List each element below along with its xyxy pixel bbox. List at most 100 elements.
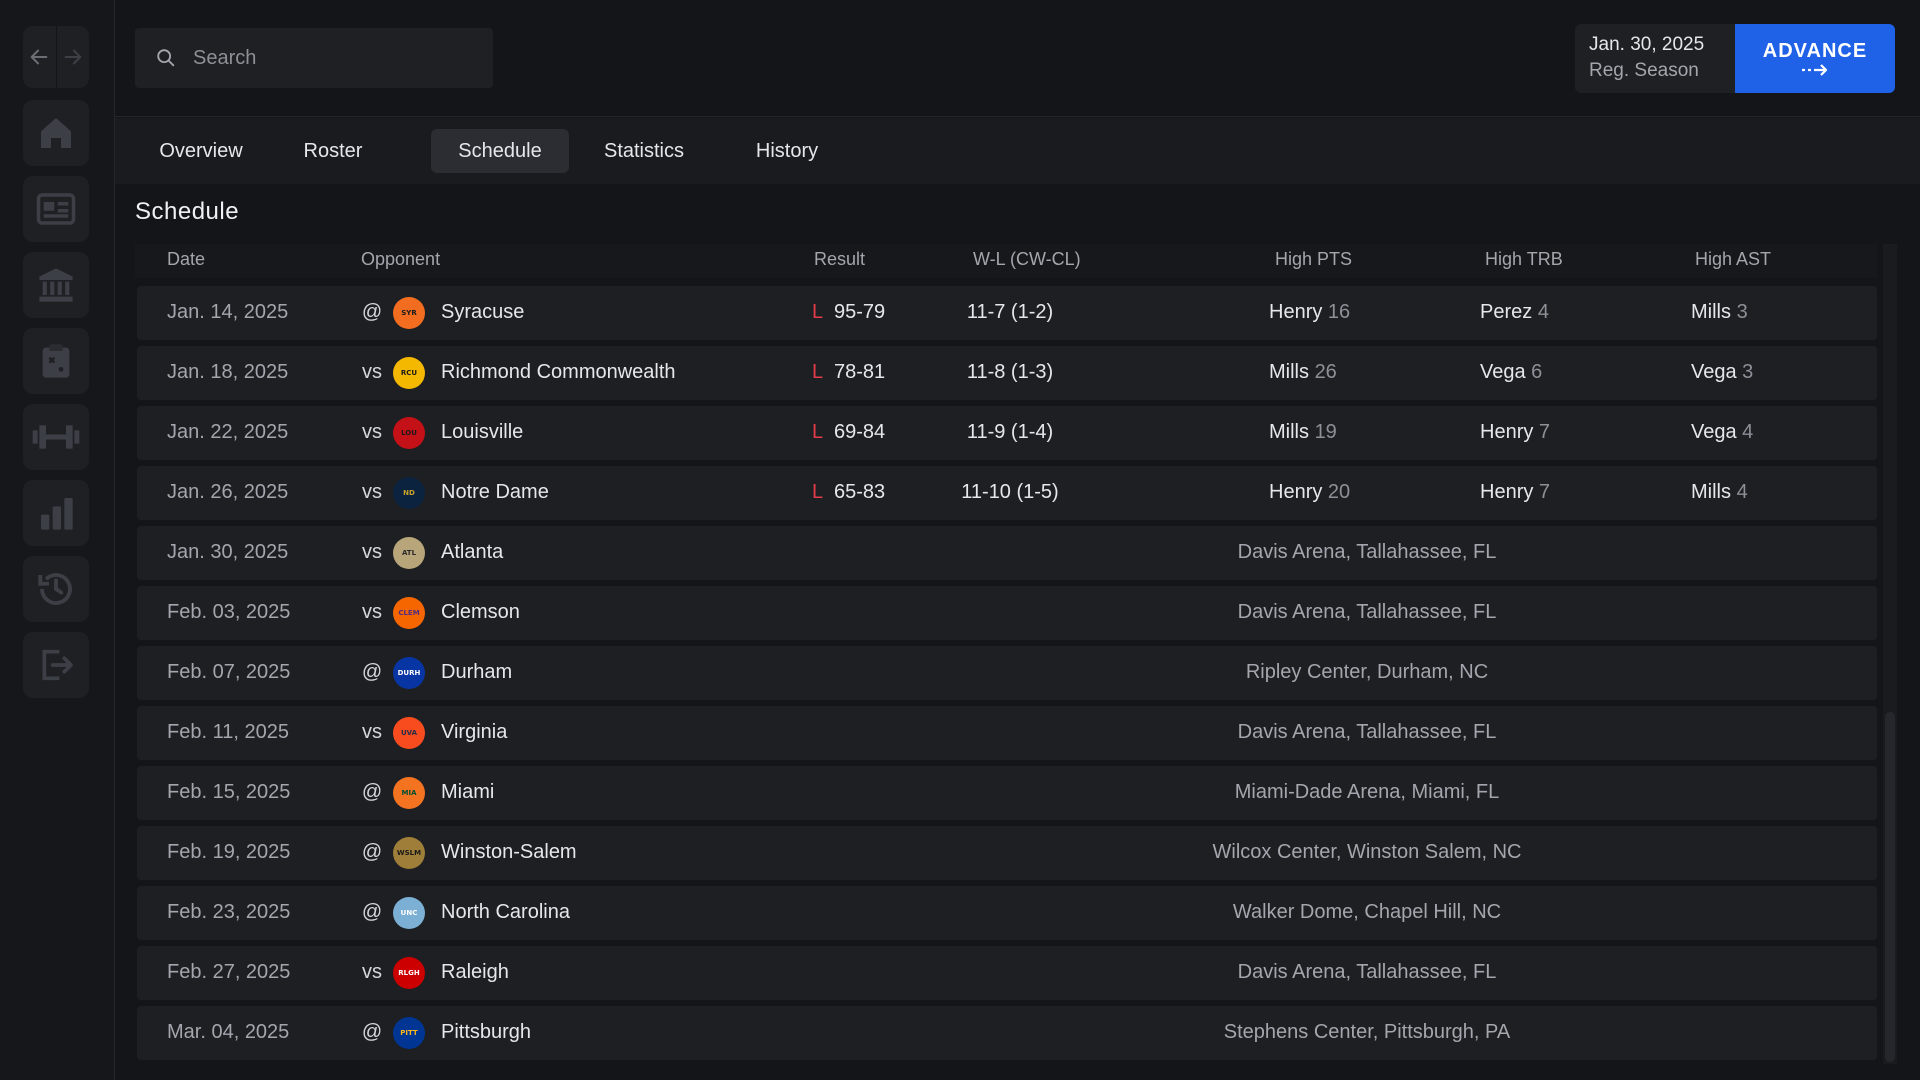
news-icon [36, 193, 76, 225]
opponent-name[interactable]: Richmond Commonwealth [441, 361, 676, 383]
sidebar-item-news[interactable] [23, 176, 89, 242]
schedule-row[interactable]: Feb. 27, 2025 vs RLGH Raleigh Davis Arena, T… [137, 946, 1877, 1000]
section-title: Schedule [135, 198, 240, 225]
game-date: Jan. 14, 2025 [167, 301, 289, 323]
col-high-trb[interactable]: High TRB [1485, 249, 1563, 269]
high-ast-value: 3 [1736, 301, 1748, 323]
game-date: Feb. 23, 2025 [167, 901, 291, 923]
sidebar-item-institution[interactable] [23, 252, 89, 318]
opponent-name[interactable]: North Carolina [441, 901, 570, 923]
col-high-ast[interactable]: High AST [1695, 249, 1772, 269]
sidebar-item-training[interactable] [23, 404, 89, 470]
high-trb-value: 6 [1531, 361, 1543, 383]
schedule-row[interactable]: Feb. 19, 2025 @ WSLM Winston-Salem Wilcox Ce… [137, 826, 1877, 880]
col-opponent[interactable]: Opponent [361, 249, 441, 269]
opponent-name[interactable]: Clemson [441, 601, 520, 623]
team-logo: CLEM [393, 597, 425, 629]
tab-statistics[interactable]: Statistics [603, 139, 685, 162]
schedule-row[interactable]: Feb. 11, 2025 vs UVA Virginia Davis Arena, T… [137, 706, 1877, 760]
team-logo: ATL [393, 537, 425, 569]
high-ast-value: 3 [1742, 361, 1754, 383]
tab-schedule[interactable]: Schedule [431, 129, 569, 173]
top-bar: Jan. 30, 2025 Reg. Season ADVANCE [115, 0, 1920, 117]
sidebar-item-home[interactable] [23, 100, 89, 166]
search-input[interactable] [193, 46, 473, 70]
high-trb-player[interactable]: Vega 6 [1480, 361, 1543, 383]
opponent-name[interactable]: Atlanta [441, 541, 504, 563]
high-pts-value: 20 [1327, 481, 1351, 503]
high-ast-player[interactable]: Mills 3 [1691, 301, 1748, 323]
schedule-row[interactable]: Feb. 03, 2025 vs CLEM Clemson Davis Arena, T… [137, 586, 1877, 640]
arrow-left-icon [30, 49, 48, 65]
scrollbar-thumb[interactable] [1885, 712, 1895, 1062]
high-trb-value: 7 [1538, 481, 1551, 503]
high-ast-player[interactable]: Mills 4 [1691, 481, 1748, 503]
opponent-name[interactable]: Virginia [441, 721, 508, 743]
scrollbar[interactable] [1883, 244, 1897, 1064]
opponent-name[interactable]: Miami [441, 781, 495, 803]
opponent-name[interactable]: Pittsburgh [441, 1021, 532, 1043]
high-ast-player[interactable]: Vega 3 [1691, 361, 1754, 383]
sidebar-item-stats[interactable] [23, 480, 89, 546]
col-date[interactable]: Date [167, 249, 206, 269]
result-indicator: L [812, 301, 824, 323]
current-date: Jan. 30, 2025 [1589, 34, 1705, 55]
result-score[interactable]: 65-83 [834, 481, 886, 503]
search-box[interactable] [135, 28, 493, 88]
schedule-row[interactable]: Feb. 07, 2025 @ DURH Durham Ripley Center, D… [137, 646, 1877, 700]
schedule-row[interactable]: Mar. 04, 2025 @ PITT Pittsburgh Stephens Cen… [137, 1006, 1877, 1060]
schedule-row[interactable]: Jan. 26, 2025 vs ND Notre Dame L 65-83 11-10 (… [137, 466, 1877, 520]
high-pts-player[interactable]: Henry 16 [1269, 301, 1351, 323]
col-result[interactable]: Result [814, 249, 866, 269]
team-logo: WSLM [393, 837, 425, 869]
opponent-name[interactable]: Winston-Salem [441, 841, 577, 863]
advance-label: ADVANCE [1762, 40, 1868, 62]
high-pts-player[interactable]: Mills 26 [1269, 361, 1337, 383]
col-high-pts[interactable]: High PTS [1275, 249, 1353, 269]
game-date: Jan. 18, 2025 [167, 361, 289, 383]
high-pts-player[interactable]: Henry 20 [1269, 481, 1351, 503]
opponent-name[interactable]: Syracuse [441, 301, 525, 323]
home-away-indicator: vs [362, 961, 382, 983]
forward-button[interactable] [57, 26, 90, 88]
result-score[interactable]: 78-81 [834, 361, 886, 383]
result-indicator: L [812, 421, 824, 443]
schedule-row[interactable]: Jan. 30, 2025 vs ATL Atlanta Davis Arena, Ta… [137, 526, 1877, 580]
high-pts-player[interactable]: Mills 19 [1269, 421, 1337, 443]
schedule-row[interactable]: Jan. 18, 2025 vs RCU Richmond Commonwealth L… [137, 346, 1877, 400]
bar-chart-icon [41, 498, 73, 530]
tab-overview[interactable]: Overview [159, 139, 243, 162]
team-logo: SYR [393, 297, 425, 329]
high-trb-player[interactable]: Henry 7 [1480, 421, 1551, 443]
sidebar-item-history[interactable] [23, 556, 89, 622]
schedule-row[interactable]: Feb. 15, 2025 @ MIA Miami Miami-Dade Arena, … [137, 766, 1877, 820]
opponent-name[interactable]: Durham [441, 661, 513, 683]
exit-icon [42, 649, 73, 681]
team-record: 11-8 (1-3) [966, 361, 1054, 383]
game-date: Feb. 03, 2025 [167, 601, 291, 623]
result-score[interactable]: 69-84 [834, 421, 886, 443]
team-logo: RLGH [393, 957, 425, 989]
opponent-name[interactable]: Raleigh [441, 961, 509, 983]
opponent-name[interactable]: Notre Dame [441, 481, 549, 503]
game-date: Feb. 27, 2025 [167, 961, 291, 983]
result-score[interactable]: 95-79 [834, 301, 886, 323]
high-ast-player[interactable]: Vega 4 [1691, 421, 1754, 443]
team-record: 11-9 (1-4) [966, 421, 1054, 443]
schedule-row[interactable]: Feb. 23, 2025 @ UNC North Carolina Walker Do… [137, 886, 1877, 940]
high-trb-player[interactable]: Henry 7 [1480, 481, 1551, 503]
game-venue: Davis Arena, Tallahassee, FL [1237, 541, 1497, 563]
high-trb-player[interactable]: Perez 4 [1480, 301, 1549, 323]
col-wl[interactable]: W-L (CW-CL) [973, 249, 1081, 269]
tab-history[interactable]: History [755, 139, 819, 162]
sidebar-item-exit[interactable] [23, 632, 89, 698]
sidebar-item-tactics[interactable] [23, 328, 89, 394]
opponent-name[interactable]: Louisville [441, 421, 524, 443]
schedule-row[interactable]: Jan. 22, 2025 vs LOU Louisville L 69-84 11-9 (… [137, 406, 1877, 460]
schedule-row[interactable]: Jan. 14, 2025 @ SYR Syracuse L 95-79 11-7 (1-2… [137, 286, 1877, 340]
tab-roster[interactable]: Roster [303, 139, 363, 162]
back-button[interactable] [23, 26, 56, 88]
advance-button[interactable]: ADVANCE [1735, 24, 1895, 93]
tab-bar: Overview Roster Schedule Statistics Hist… [115, 118, 1920, 184]
team-logo: MIA [393, 777, 425, 809]
